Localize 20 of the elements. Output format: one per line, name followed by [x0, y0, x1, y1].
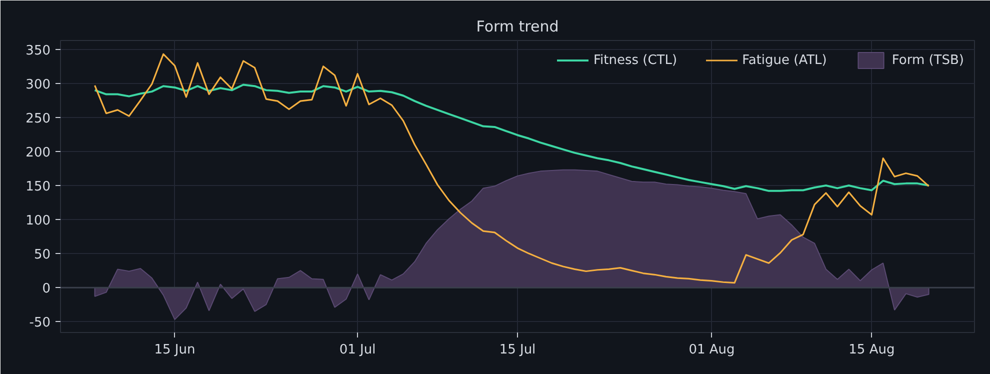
y-tick-label: 200 — [26, 145, 51, 160]
line-series — [94, 84, 930, 192]
legend-label: Fitness (CTL) — [594, 52, 678, 68]
y-tick-label: 250 — [26, 111, 51, 126]
x-tick-label: 15 Jul — [499, 342, 536, 358]
line-series — [94, 53, 930, 284]
chart-title: Form trend — [476, 18, 559, 36]
x-tick-label: 01 Jul — [339, 342, 376, 358]
x-tick-label: 15 Jun — [154, 342, 196, 358]
y-tick-label: 100 — [26, 214, 51, 229]
legend-label: Form (TSB) — [892, 52, 964, 68]
y-tick-label: 50 — [34, 248, 51, 263]
y-tick-label: 350 — [26, 43, 51, 58]
y-tick-label: 300 — [26, 77, 51, 92]
y-tick-label: -50 — [29, 316, 50, 331]
x-tick-label: 01 Aug — [688, 342, 735, 358]
y-tick-label: 150 — [26, 179, 51, 194]
y-tick-label: 0 — [42, 282, 51, 297]
legend-label: Fatigue (ATL) — [742, 52, 827, 68]
x-tick-label: 15 Aug — [848, 342, 895, 358]
